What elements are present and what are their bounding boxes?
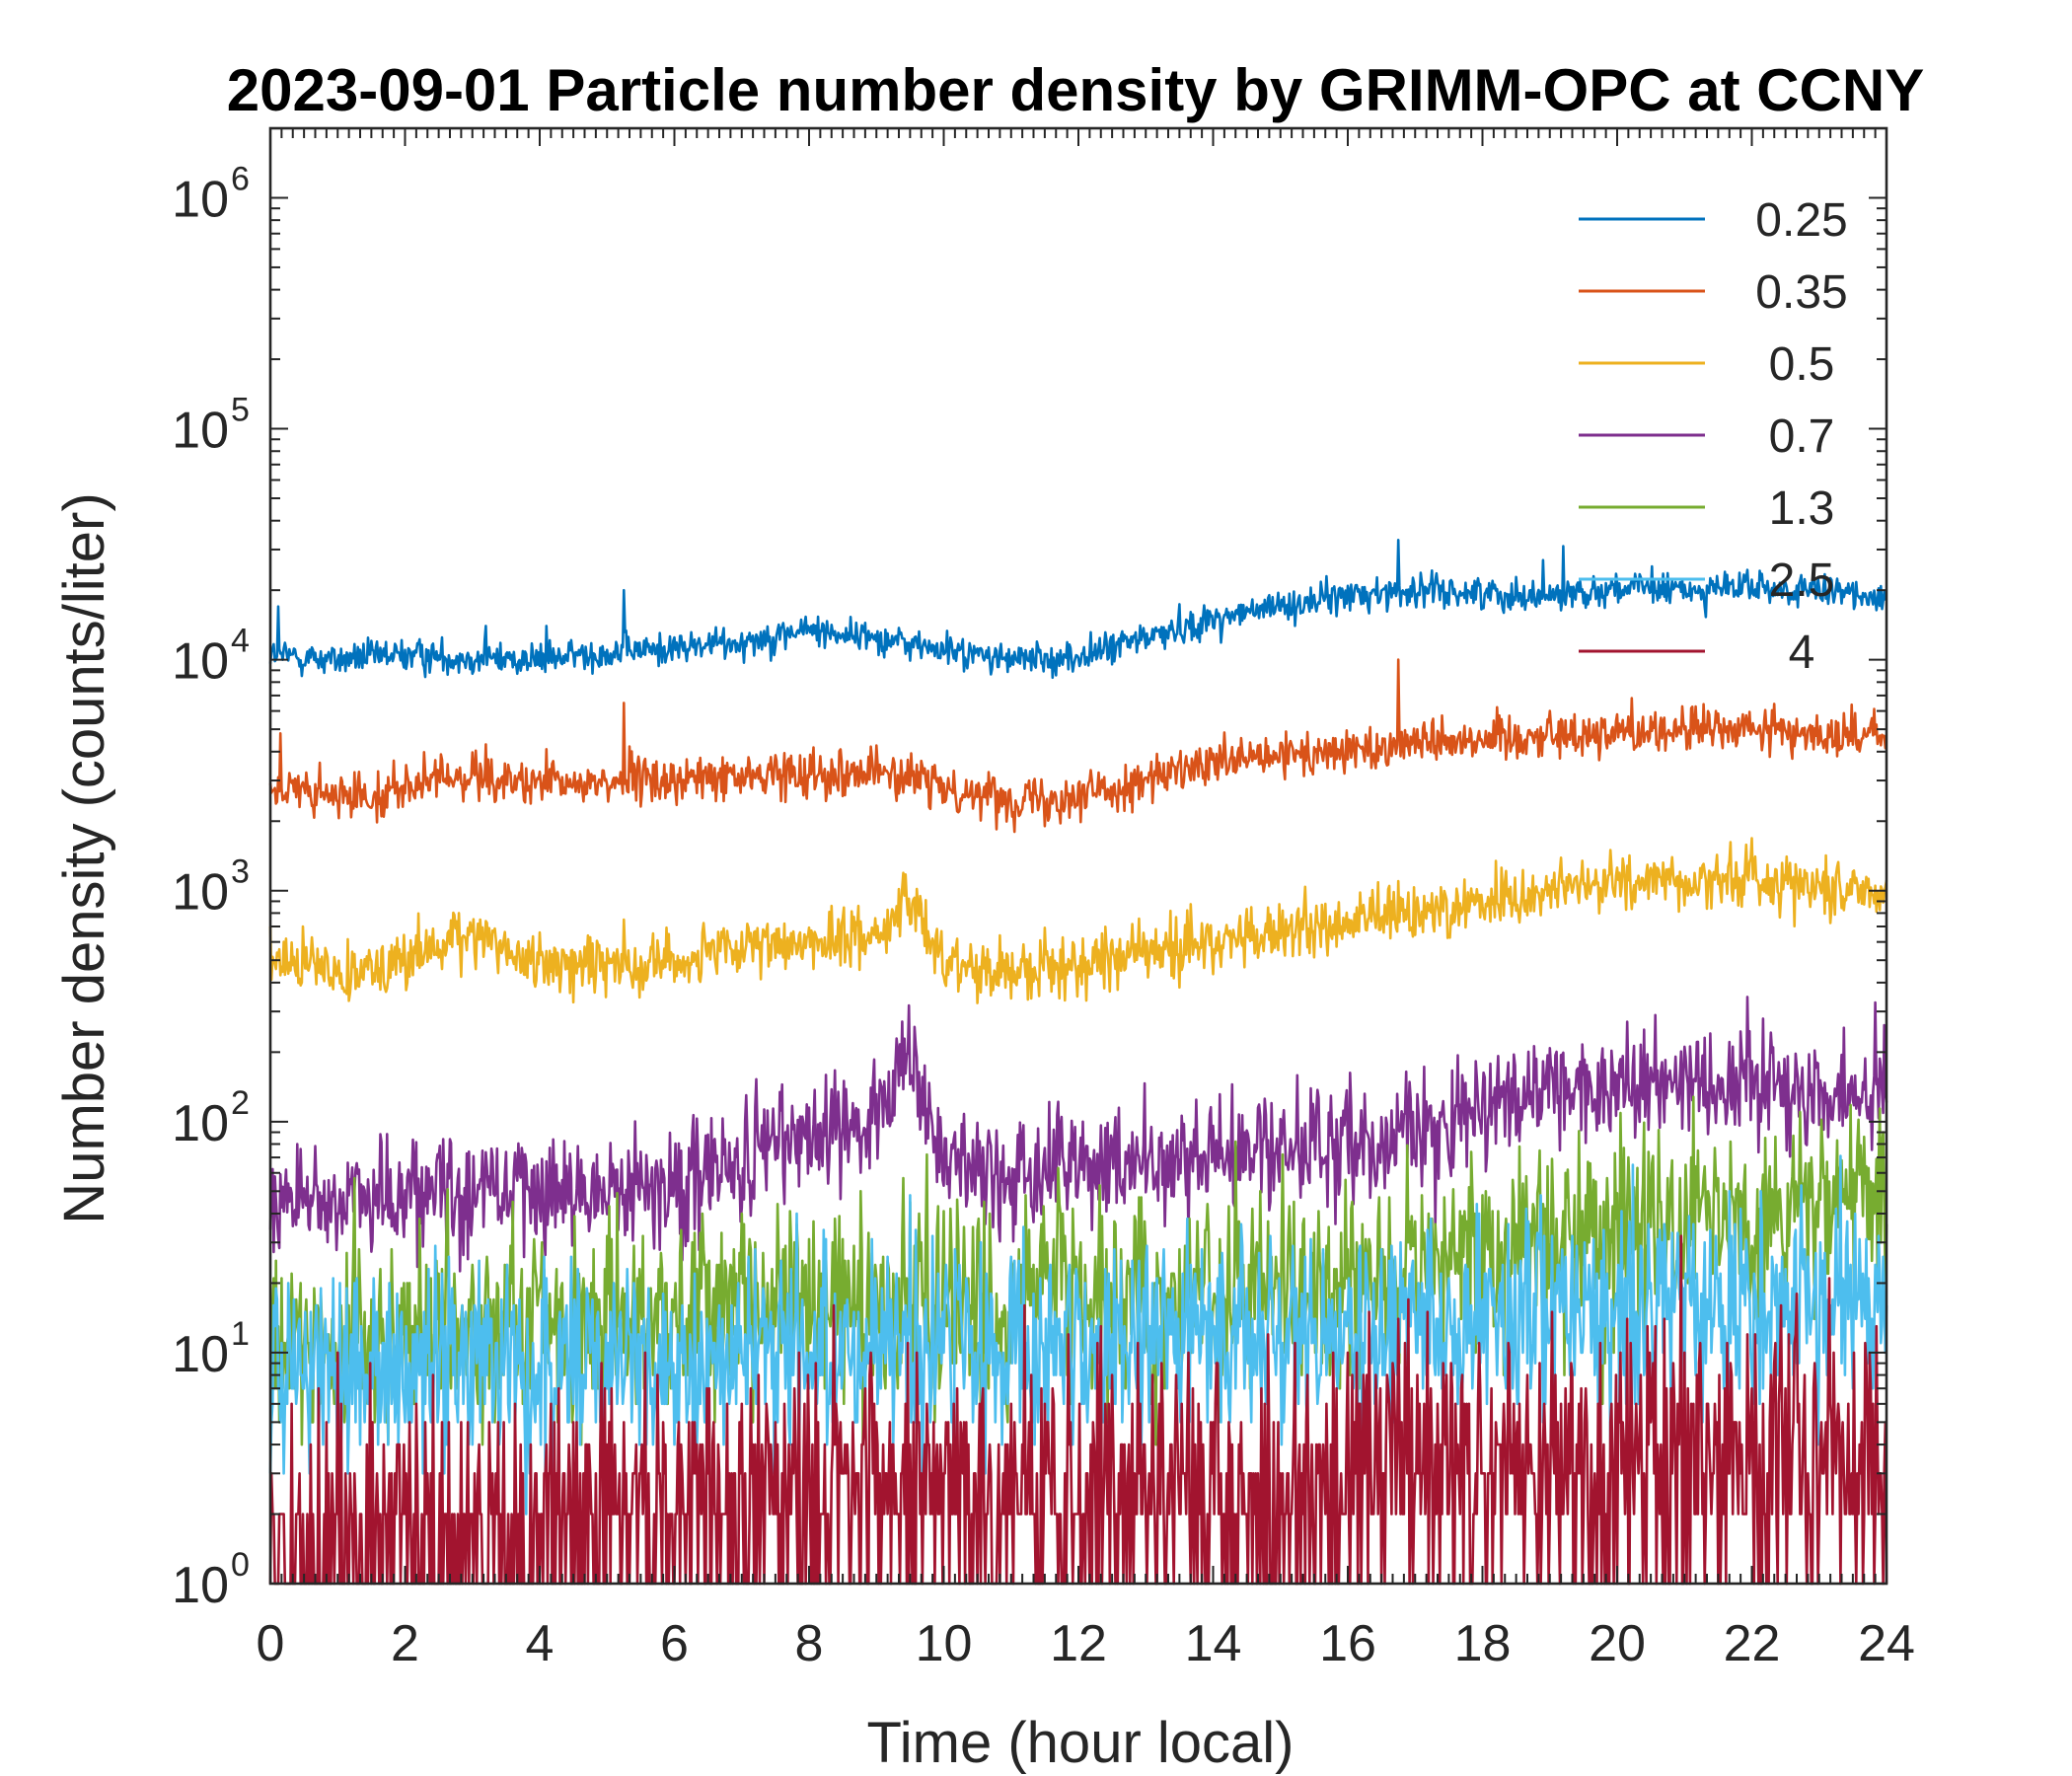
legend-label-1_3: 1.3	[1769, 482, 1835, 535]
y-tick-base: 10	[172, 403, 229, 460]
x-tick-label: 22	[1724, 1615, 1781, 1672]
series-line-0_7	[268, 996, 1888, 1273]
y-tick-exponent: 2	[231, 1084, 250, 1122]
y-tick-exponent: 4	[231, 623, 250, 660]
y-tick-base: 10	[172, 864, 229, 922]
x-tick-label: 2	[391, 1615, 419, 1672]
y-tick-exponent: 3	[231, 853, 250, 891]
y-tick-base: 10	[172, 1095, 229, 1152]
x-tick-label: 16	[1319, 1615, 1376, 1672]
legend-label-2_5: 2.5	[1769, 555, 1835, 607]
y-tick-label: 10 0	[172, 1546, 250, 1614]
x-tick-label: 0	[257, 1615, 285, 1672]
x-axis-label: Time (hour local)	[867, 1711, 1295, 1775]
legend-label-0_7: 0.7	[1769, 410, 1835, 463]
y-tick-exponent: 0	[231, 1546, 250, 1584]
series-line-0_25	[268, 539, 1887, 680]
y-tick-exponent: 6	[231, 160, 250, 197]
y-tick-label: 10 5	[172, 392, 250, 460]
x-tick-label: 6	[660, 1615, 689, 1672]
legend-label-4: 4	[1789, 627, 1815, 679]
y-tick-label: 10 3	[172, 853, 250, 922]
x-tick-label: 8	[795, 1615, 824, 1672]
y-axis-label: Number density (counts/liter)	[52, 492, 116, 1223]
x-tick-label: 18	[1454, 1615, 1512, 1672]
y-tick-label: 10 2	[172, 1084, 250, 1152]
y-tick-label: 10 1	[172, 1315, 250, 1383]
series-line-2_5	[268, 1154, 1888, 1516]
x-tick-label: 20	[1589, 1615, 1646, 1672]
x-tick-label: 12	[1050, 1615, 1107, 1672]
x-tick-label: 4	[526, 1615, 555, 1672]
legend: 0.25 0.35 0.5 0.7 1.3 2.5 4	[1579, 194, 1848, 679]
chart-title: 2023-09-01 Particle number density by GR…	[227, 57, 1925, 123]
y-tick-label: 10 4	[172, 623, 250, 691]
series-line-0_5	[268, 837, 1888, 1004]
legend-label-0_25: 0.25	[1755, 194, 1847, 247]
x-tick-label: 24	[1858, 1615, 1915, 1672]
y-tick-exponent: 1	[231, 1315, 250, 1353]
y-tick-base: 10	[172, 1557, 229, 1614]
y-tick-label: 10 6	[172, 160, 250, 228]
y-tick-base: 10	[172, 171, 229, 228]
y-tick-base: 10	[172, 633, 229, 691]
legend-label-0_5: 0.5	[1769, 338, 1835, 391]
x-tick-label: 10	[916, 1615, 973, 1672]
x-tick-label: 14	[1185, 1615, 1242, 1672]
series-line-0_35	[268, 658, 1887, 834]
y-tick-base: 10	[172, 1326, 229, 1383]
legend-label-0_35: 0.35	[1755, 266, 1847, 319]
y-tick-exponent: 5	[231, 392, 250, 429]
